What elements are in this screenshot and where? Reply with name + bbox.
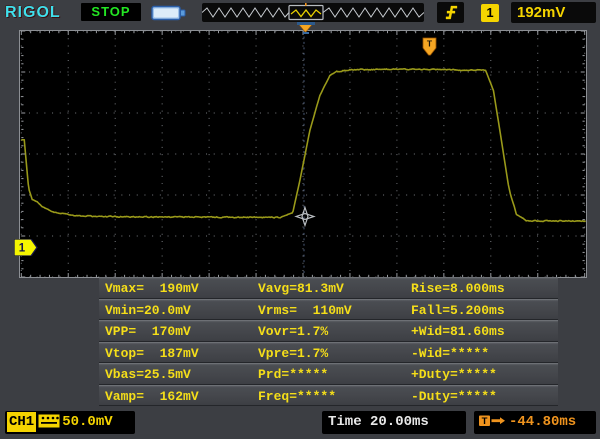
svg-text:T: T <box>482 416 488 427</box>
svg-text:1: 1 <box>19 243 26 255</box>
